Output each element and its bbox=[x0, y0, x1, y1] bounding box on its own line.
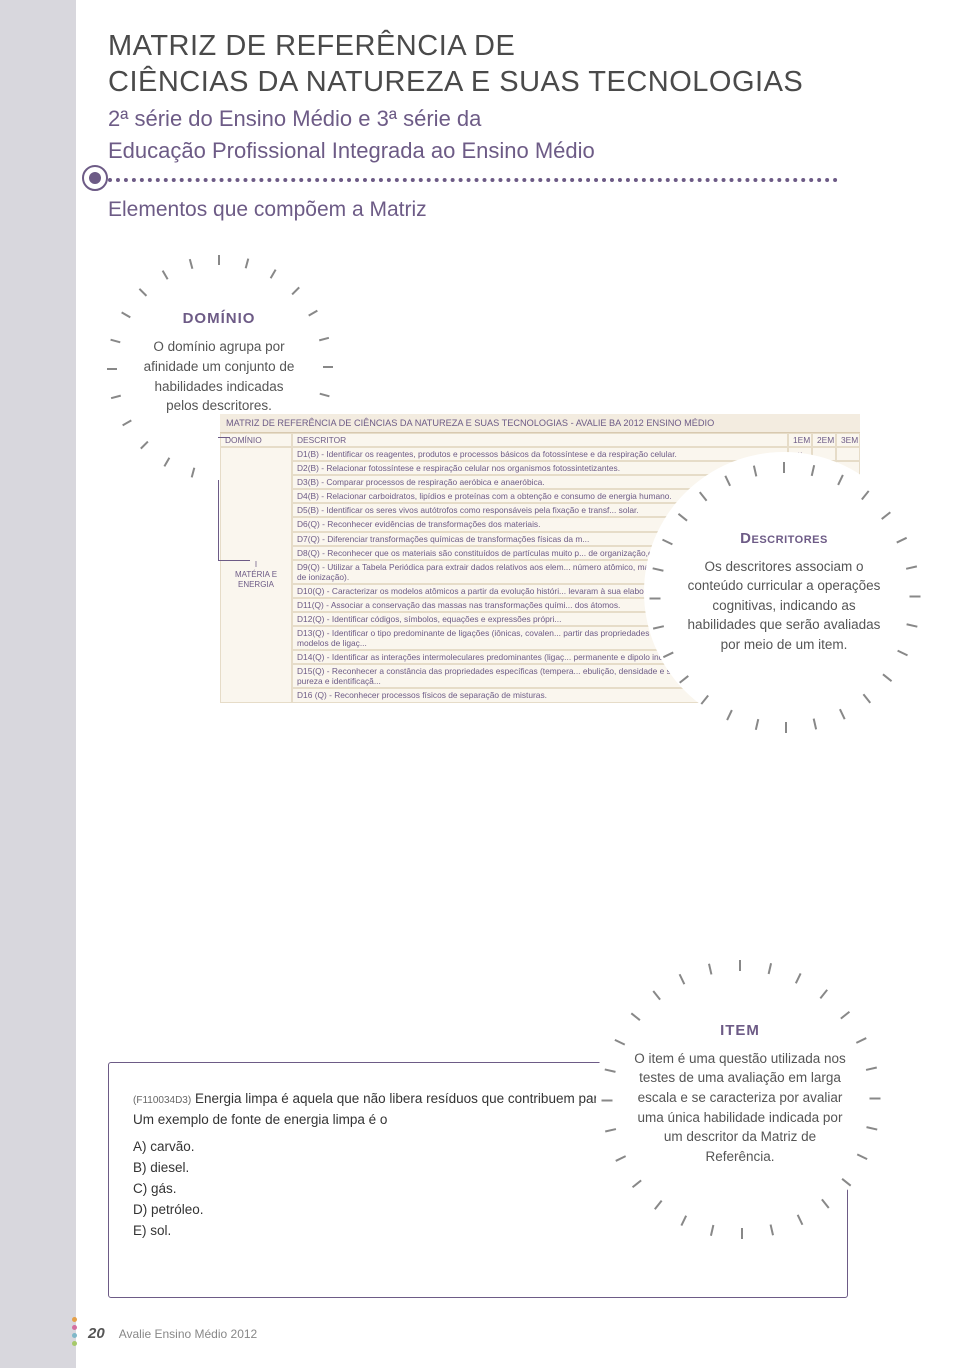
th-descritor: DESCRITOR bbox=[292, 433, 788, 447]
title-line2: CIÊNCIAS DA NATUREZA E SUAS TECNOLOGIAS bbox=[108, 64, 848, 100]
title-line1: MATRIZ DE REFERÊNCIA DE bbox=[108, 28, 848, 64]
connector-h2 bbox=[218, 560, 250, 561]
domain-cell: IMATÉRIA E ENERGIA bbox=[220, 447, 292, 702]
item-text: O item é uma questão utilizada nos teste… bbox=[632, 1049, 848, 1166]
subtitle: Elementos que compõem a Matriz bbox=[108, 198, 427, 222]
item-code: (F110034D3) bbox=[133, 1095, 191, 1106]
item-stem1: Energia limpa é aquela que não libera re… bbox=[195, 1091, 606, 1106]
item-label: ITEM bbox=[720, 1022, 760, 1039]
th-2em: 2EM bbox=[812, 433, 836, 447]
descritores-text: Os descritores associam o conteúdo curri… bbox=[680, 557, 888, 655]
descritores-label: Descritores bbox=[740, 530, 828, 547]
footer-dots bbox=[72, 1317, 77, 1346]
dominio-text: O domínio agrupa por afinidade um conjun… bbox=[138, 337, 300, 415]
connector-v1 bbox=[218, 480, 219, 560]
th-1em: 1EM bbox=[788, 433, 812, 447]
th-dominio: DOMÍNIO bbox=[220, 433, 292, 447]
table-title: MATRIZ DE REFERÊNCIA DE CIÊNCIAS DA NATU… bbox=[220, 414, 860, 433]
circle-item: ITEM O item é uma questão utilizada nos … bbox=[596, 950, 884, 1238]
title-sub2: Educação Profissional Integrada ao Ensin… bbox=[108, 137, 848, 166]
circle-descritores: Descritores Os descritores associam o co… bbox=[644, 452, 924, 732]
page-number: 20 bbox=[88, 1325, 105, 1342]
dotted-divider bbox=[108, 178, 838, 182]
th-3em: 3EM bbox=[836, 433, 860, 447]
connector-h1 bbox=[218, 437, 230, 438]
bullet-icon bbox=[82, 165, 108, 191]
footer: 20 Avalie Ensino Médio 2012 bbox=[88, 1325, 257, 1342]
title-sub1: 2ª série do Ensino Médio e 3ª série da bbox=[108, 105, 848, 134]
title-block: MATRIZ DE REFERÊNCIA DE CIÊNCIAS DA NATU… bbox=[108, 28, 848, 166]
dominio-label: DOMÍNIO bbox=[183, 310, 256, 327]
footer-text: Avalie Ensino Médio 2012 bbox=[119, 1327, 258, 1341]
